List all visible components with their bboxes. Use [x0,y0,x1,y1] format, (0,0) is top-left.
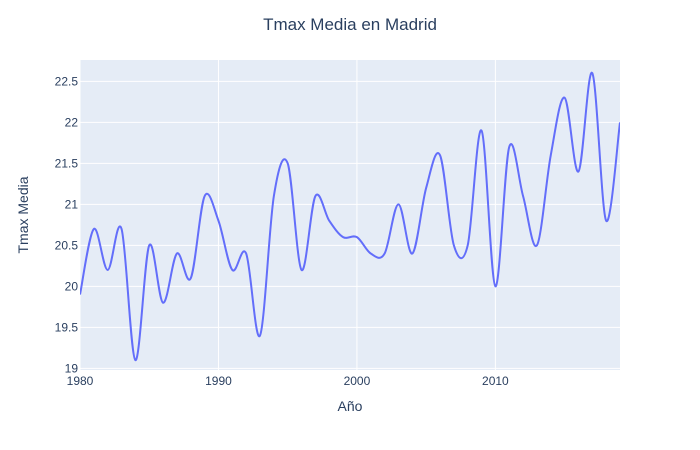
x-tick-label: 2000 [344,374,371,388]
chart-title: Tmax Media en Madrid [263,15,437,34]
y-tick-label: 22.5 [55,74,79,88]
x-axis-title: Año [338,398,363,414]
y-tick-label: 19.5 [55,320,79,334]
plot-area [80,60,620,370]
y-tick-label: 22 [65,115,79,129]
y-tick-label: 21.5 [55,156,79,170]
tick-labels: 1980 1990 2000 2010 19 19.5 20 20.5 21 21.5 22 22.5 [55,74,509,388]
y-tick-label: 20.5 [55,238,79,252]
series-layer [80,72,620,362]
x-tick-label: 2010 [482,374,509,388]
y-tick-label: 19 [65,361,79,375]
series-line-0 [80,72,620,362]
x-tick-label: 1980 [67,374,94,388]
grid-lines [79,60,620,370]
y-axis-title: Tmax Media [15,176,31,253]
y-tick-label: 21 [65,197,79,211]
y-tick-label: 20 [65,279,79,293]
x-tick-label: 1990 [205,374,232,388]
